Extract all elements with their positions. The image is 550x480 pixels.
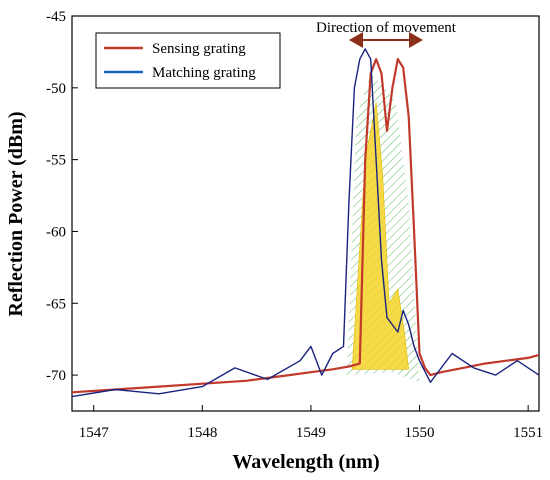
direction-annotation: Direction of movement: [316, 20, 457, 36]
matching-grating-line: [72, 48, 539, 398]
x-tick-label: 1549: [296, 425, 326, 441]
legend: Sensing grating Matching grating: [95, 32, 281, 89]
x-tick-label: 1551: [513, 425, 543, 441]
x-tick-label: 1547: [79, 425, 110, 441]
y-tick-label: -55: [46, 153, 66, 169]
y-tick-label: -70: [46, 368, 66, 384]
y-tick-label: -60: [46, 224, 66, 240]
sensing-grating-line: [72, 58, 539, 394]
legend-box: [95, 32, 281, 89]
y-tick-label: -65: [46, 296, 66, 312]
legend-label-sensing: Sensing grating: [152, 41, 246, 57]
y-tick-label: -50: [46, 81, 66, 97]
legend-label-matching: Matching grating: [152, 65, 256, 81]
x-tick-label: 1548: [187, 425, 217, 441]
x-tick-label: 1550: [405, 425, 435, 441]
y-tick-label: -45: [46, 9, 66, 25]
y-axis-title: Reflection Power (dBm): [5, 111, 27, 316]
x-axis-title: Wavelength (nm): [232, 451, 379, 473]
